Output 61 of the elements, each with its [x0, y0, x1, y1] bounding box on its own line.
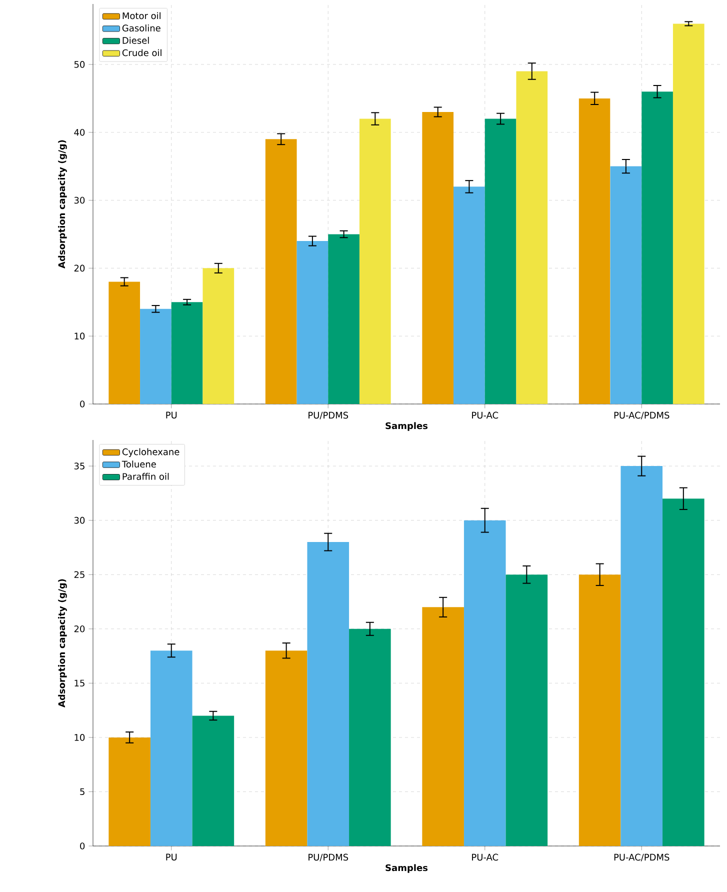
bar: [265, 650, 308, 846]
y-tick-label: 10: [74, 332, 85, 340]
bar: [506, 574, 548, 846]
x-tick-label: PU/PDMS: [308, 854, 348, 862]
y-tick-label: 25: [74, 571, 84, 578]
x-axis-title: Samples: [386, 864, 428, 873]
bar: [422, 607, 464, 846]
x-tick-label: PU-AC/PDMS: [614, 412, 670, 420]
legend-label: Gasoline: [122, 24, 160, 32]
bar: [620, 466, 663, 846]
bar: [359, 118, 391, 404]
bar: [578, 98, 610, 404]
bar: [484, 118, 516, 404]
x-tick-label: PU-AC: [472, 854, 498, 861]
bar: [422, 112, 454, 404]
x-tick-label: PU/PDMS: [308, 412, 348, 420]
bar: [192, 716, 234, 846]
y-tick-label: 0: [80, 400, 85, 408]
x-tick-label: PU-AC: [472, 412, 498, 419]
x-axis-title: Samples: [386, 422, 428, 431]
bar: [296, 241, 328, 404]
bar: [464, 520, 506, 846]
y-tick-label: 5: [80, 788, 84, 796]
x-tick-label: PU-AC/PDMS: [614, 854, 670, 862]
y-tick-label: 30: [74, 516, 85, 524]
y-tick-label: 30: [74, 196, 85, 204]
bar: [672, 24, 704, 404]
bar: [578, 574, 621, 846]
bar: [516, 71, 548, 404]
legend-label: Toluene: [122, 460, 156, 468]
legend-label: Cyclohexane: [122, 448, 180, 457]
y-tick-label: 20: [74, 625, 85, 632]
bar: [662, 498, 704, 846]
x-tick-label: PU: [166, 854, 177, 860]
legend-label: Motor oil: [122, 12, 160, 20]
bar: [171, 302, 203, 404]
bar: [108, 737, 150, 846]
y-tick-label: 10: [74, 734, 85, 741]
bar: [150, 650, 192, 846]
y-tick-label: 15: [74, 680, 84, 687]
y-tick-label: 50: [74, 61, 85, 68]
bar: [642, 92, 673, 404]
y-tick-label: 40: [74, 128, 85, 136]
legend-label: Paraffin oil: [122, 472, 169, 480]
bar: [307, 542, 350, 846]
x-tick-label: PU: [166, 412, 177, 418]
y-tick-label: 0: [80, 842, 85, 850]
bar: [265, 139, 297, 404]
legend-label: Diesel: [122, 36, 149, 44]
bar: [610, 166, 642, 404]
y-axis-title: Adsorption capacity (g/g): [58, 579, 67, 708]
y-axis-title: Adsorption capacity (g/g): [58, 140, 67, 268]
y-tick-label: 20: [74, 264, 85, 272]
bar: [202, 268, 234, 404]
bar: [328, 234, 360, 404]
legend-label: Crude oil: [122, 49, 162, 56]
bar: [454, 186, 485, 404]
bar: [349, 628, 391, 846]
bar: [140, 308, 172, 404]
bar: [108, 282, 140, 404]
y-tick-label: 35: [74, 462, 84, 470]
